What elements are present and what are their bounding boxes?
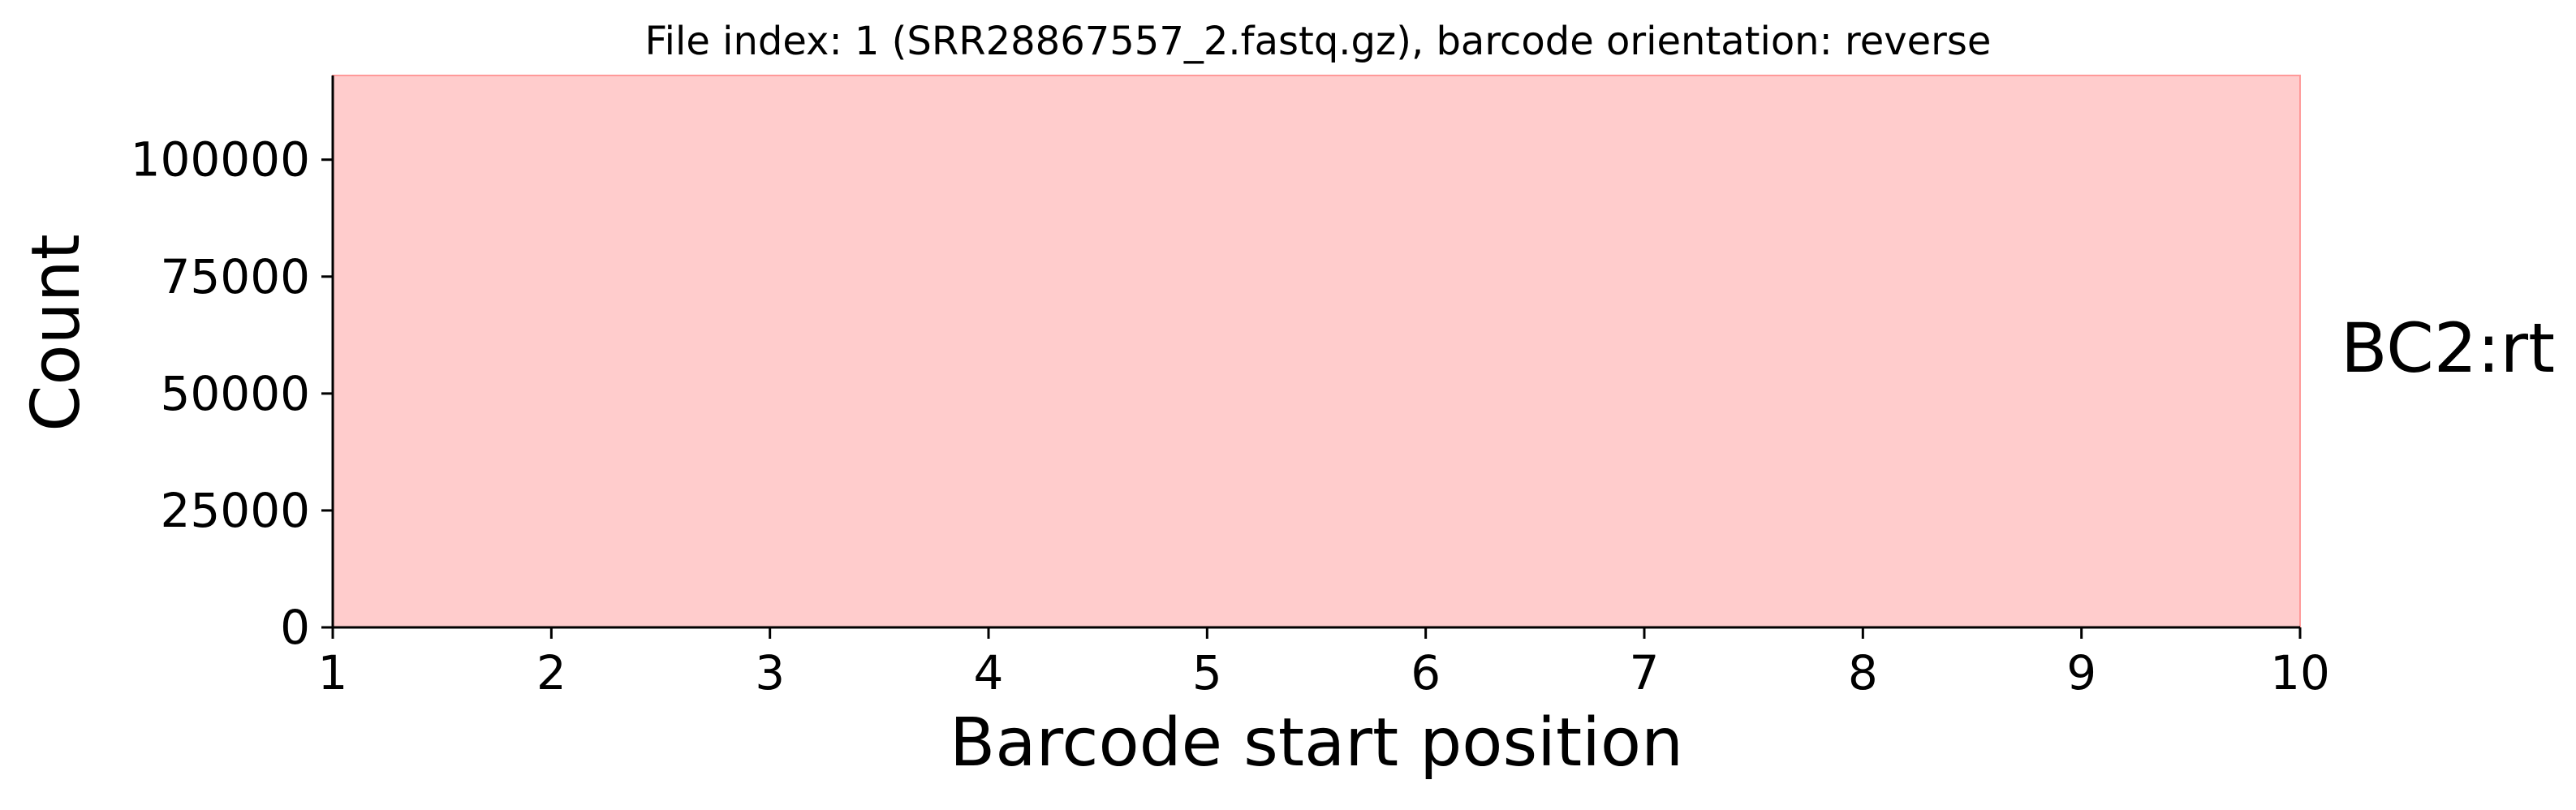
chart-title: File index: 1 (SRR28867557_2.fastq.gz), …	[645, 19, 1992, 64]
x-tick-label: 9	[2066, 645, 2096, 700]
y-tick-label: 75000	[160, 249, 310, 304]
x-tick-label: 10	[2270, 645, 2330, 700]
x-tick-label: 7	[1630, 645, 1660, 700]
x-tick-label: 2	[536, 645, 566, 700]
x-axis-label: Barcode start position	[950, 704, 1683, 782]
x-tick-label: 4	[974, 645, 1004, 700]
x-tick-label: 5	[1192, 645, 1222, 700]
plot-area: 0 25000 50000 75000 100000 1 2 3 4 5 6 7 8 9 10	[131, 75, 2330, 700]
x-tick-label: 3	[755, 645, 785, 700]
y-axis-label: Count	[18, 234, 95, 432]
x-tick-label: 8	[1848, 645, 1878, 700]
x-tick-label: 6	[1411, 645, 1441, 700]
area-series-0	[332, 75, 2301, 628]
y-tick-label: 25000	[160, 483, 310, 538]
x-tick-label: 1	[318, 645, 348, 700]
y-tick-label: 50000	[160, 366, 310, 421]
y-tick-label: 100000	[131, 132, 310, 187]
panel-label: BC2:rt	[2341, 308, 2555, 388]
y-tick-label: 0	[280, 600, 310, 655]
